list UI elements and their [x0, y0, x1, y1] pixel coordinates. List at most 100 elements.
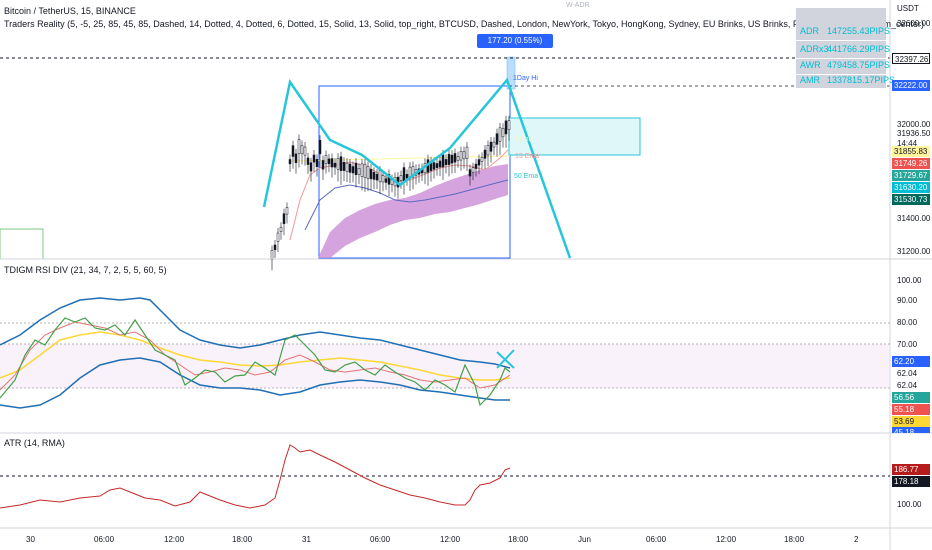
candle-body [300, 145, 304, 155]
candle-body [405, 174, 409, 179]
candle-body [306, 157, 310, 165]
time-tick: 31 [302, 535, 311, 544]
candle-body [354, 162, 358, 175]
rsi-pane[interactable] [0, 297, 890, 409]
day-hi-label: 1Day Hi [513, 75, 538, 82]
rsi-green-line [0, 317, 511, 407]
atr-pane[interactable] [0, 444, 890, 509]
candle-body [501, 128, 505, 138]
candle-body [360, 163, 364, 177]
rsi-tick: 100.00 [897, 276, 922, 285]
adr-table: ADR 147255.43PIPS ADRx3 441766.29PIPS AWR 4… [796, 8, 895, 88]
time-tick: 06:00 [646, 535, 667, 544]
awr-label: AWR [800, 60, 821, 70]
candle-body [444, 159, 448, 166]
price-tag-day-hi: 32222.00 [892, 80, 930, 91]
candle-body [462, 151, 466, 160]
candle-body [273, 244, 277, 251]
price-tag: 31855.83 [892, 146, 930, 157]
candle-body [327, 158, 331, 165]
candle-body [294, 153, 298, 163]
rsi-tick: 62.04 [897, 381, 918, 390]
time-tick: 12:00 [716, 535, 737, 544]
rsi-tag: 45.18 [892, 427, 930, 433]
candle-body [507, 120, 511, 130]
rsi-lower-band [0, 357, 510, 409]
symbol-title[interactable]: Bitcoin / TetherUS, 15, BINANCE [4, 6, 136, 16]
price-tick: 14:44 [897, 139, 918, 148]
rsi-band-fill [0, 344, 890, 388]
candle-body [339, 156, 343, 171]
adrx3-value: 441766.29PIPS [827, 44, 891, 54]
candle-body [456, 156, 460, 161]
candle-body [372, 172, 376, 180]
candle-body [435, 163, 439, 169]
currency-label: USDT [897, 4, 919, 13]
candle-body [486, 145, 490, 156]
candle-body [348, 163, 352, 173]
candle-body [315, 159, 319, 167]
rsi-tick: 70.00 [897, 340, 918, 349]
candle-body [297, 139, 301, 154]
atr-line [0, 444, 511, 509]
time-tick: 12:00 [164, 535, 185, 544]
time-tick: 06:00 [370, 535, 391, 544]
price-tick: 31400.00 [897, 214, 931, 223]
candle-body [453, 153, 457, 163]
price-tick: 31200.00 [897, 247, 931, 256]
candle-body [318, 140, 322, 155]
price-tag-high: 32397.26 [892, 53, 930, 64]
candle-body [477, 159, 481, 166]
candle-body [342, 162, 346, 171]
price-pane[interactable] [0, 56, 890, 271]
rsi-tick: 80.00 [897, 318, 918, 327]
candle-body [351, 166, 355, 174]
time-tick: 2 [854, 535, 859, 544]
rsi-tag: 62.20 [892, 356, 930, 367]
price-tag: 31729.67 [892, 170, 930, 181]
harmonic-pattern [262, 77, 572, 259]
time-tick: 06:00 [94, 535, 115, 544]
rsi-tick: 62.04 [897, 369, 918, 378]
rsi-cross-marker [496, 349, 515, 369]
price-tick: 31936.50 [897, 129, 931, 138]
rsi-title[interactable]: TDIGM RSI DIV (21, 34, 7, 2, 5, 5, 60, 5… [4, 265, 167, 275]
candle-body [384, 178, 388, 183]
amr-value: 1337815.17PIPS [827, 75, 896, 85]
candle-body [309, 162, 313, 172]
ema-cloud [318, 164, 508, 258]
atr-title[interactable]: ATR (14, RMA) [4, 438, 65, 448]
candle-body [447, 153, 451, 165]
rsi-tag: 53.69 [892, 416, 930, 427]
candle-body [333, 162, 337, 168]
candle-body [270, 250, 274, 260]
adr-separator [796, 58, 886, 59]
price-tick: 32000.00 [897, 120, 931, 129]
awr-value: 479458.75PIPS [827, 60, 891, 70]
candle-body [345, 162, 349, 172]
rsi-red-line [0, 321, 511, 391]
indicator-legend[interactable]: Traders Reality (5, -5, 25, 85, 45, 85, … [4, 19, 924, 29]
candle-body [399, 175, 403, 181]
candle-body [303, 146, 307, 156]
price-tag: 31530.73 [892, 194, 930, 205]
candle-body [291, 145, 295, 157]
candle-body [474, 163, 478, 169]
candle-body [282, 213, 286, 224]
candle-body [324, 155, 328, 164]
measure-label[interactable]: 177.20 (0.55%) 17720 [477, 34, 553, 59]
candle-body [378, 170, 382, 183]
candle-body [489, 141, 493, 152]
ema-13-label: 13 Ema [515, 153, 540, 160]
candle-body [312, 154, 316, 163]
candle-body [411, 166, 415, 178]
time-tick: 18:00 [784, 535, 805, 544]
candle-body [438, 160, 442, 168]
candle-body [285, 207, 289, 215]
candle-body [363, 163, 367, 179]
candle-body [336, 158, 340, 170]
ema-50-label: 50 Ema [514, 173, 539, 180]
atr-tick: 100.00 [897, 500, 922, 509]
candle-body [366, 166, 370, 179]
